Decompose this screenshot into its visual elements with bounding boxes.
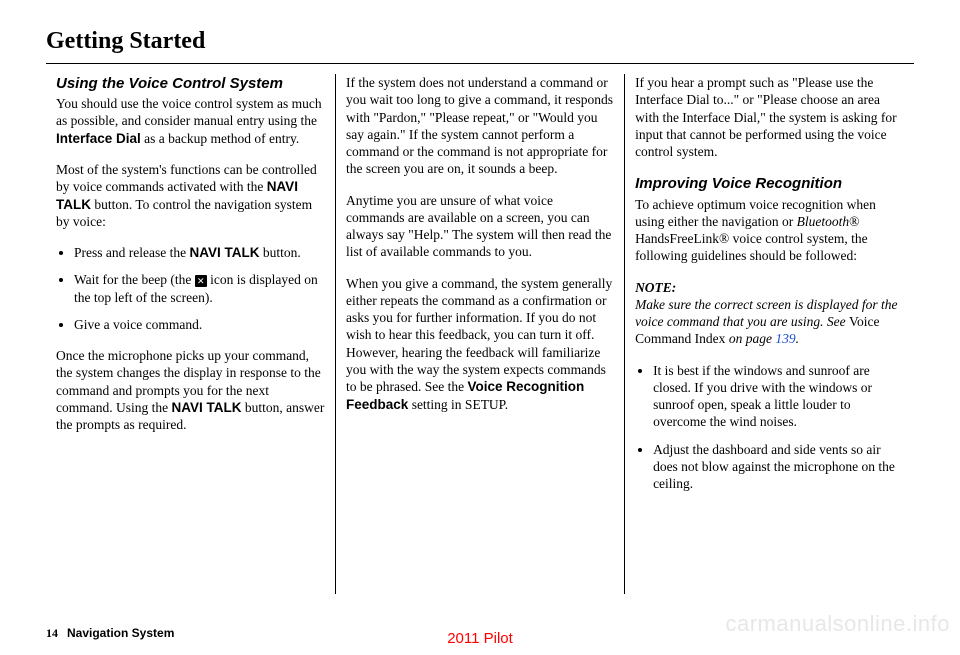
column-1: Using the Voice Control System You shoul… [46,74,335,594]
paragraph: If the system does not understand a comm… [346,74,614,178]
column-2: If the system does not understand a comm… [335,74,624,594]
list-item: Give a voice command. [74,316,325,333]
term-navi-talk: NAVI TALK [189,245,259,260]
text: You should use the voice control system … [56,96,322,128]
paragraph: Once the microphone picks up your comman… [56,347,325,433]
text: on page [725,331,775,346]
term-navi-talk: NAVI TALK [171,400,241,415]
bullet-list: It is best if the windows and sunroof ar… [635,362,903,493]
text: button. To control the navigation system… [56,197,312,229]
note-body: Make sure the correct screen is displaye… [635,296,903,348]
section-heading: Using the Voice Control System [56,74,325,93]
talk-icon: ✕ [195,275,207,287]
paragraph: If you hear a prompt such as "Please use… [635,74,903,160]
text: When you give a command, the system gene… [346,276,612,395]
note-label: NOTE: [635,279,903,296]
paragraph: To achieve optimum voice recognition whe… [635,196,903,265]
text: setting in SETUP. [408,397,508,412]
bullet-list: Press and release the NAVI TALK button. … [56,244,325,333]
paragraph: You should use the voice control system … [56,95,325,147]
watermark: carmanualsonline.info [725,611,950,637]
manual-page: Getting Started Using the Voice Control … [0,0,960,655]
list-item: Press and release the NAVI TALK button. [74,244,325,261]
page-link[interactable]: 139 [775,331,795,346]
text: Wait for the beep (the [74,272,195,287]
title-rule [46,63,914,64]
text: button. [259,245,300,260]
columns: Using the Voice Control System You shoul… [46,74,914,594]
text: . [796,331,799,346]
paragraph: Anytime you are unsure of what voice com… [346,192,614,261]
list-item: Adjust the dashboard and side vents so a… [653,441,903,493]
text: as a backup method of entry. [141,131,299,146]
term-interface-dial: Interface Dial [56,131,141,146]
list-item: Wait for the beep (the ✕ icon is display… [74,271,325,306]
column-3: If you hear a prompt such as "Please use… [624,74,913,594]
text: Press and release the [74,245,189,260]
page-title: Getting Started [46,28,914,55]
paragraph: Most of the system's functions can be co… [56,161,325,230]
paragraph: When you give a command, the system gene… [346,275,614,413]
list-item: It is best if the windows and sunroof ar… [653,362,903,431]
term-bluetooth: Bluetooth [797,214,850,229]
section-heading: Improving Voice Recognition [635,174,903,193]
note-block: NOTE: Make sure the correct screen is di… [635,279,903,348]
